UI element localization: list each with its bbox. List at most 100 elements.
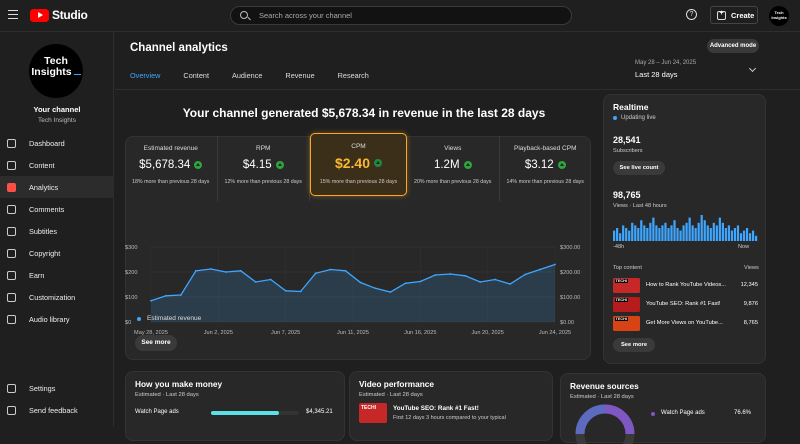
- sidebar-item-comments[interactable]: Comments: [0, 198, 114, 220]
- realtime-bar: [676, 228, 679, 241]
- live-dot: [613, 116, 617, 120]
- data-point: [464, 274, 467, 277]
- realtime-bar: [727, 225, 731, 241]
- date-range[interactable]: May 28 – Jun 24, 2025: [635, 60, 697, 66]
- metric-cpm[interactable]: CPM $2.40 15% more than previous 28 days: [310, 133, 407, 196]
- realtime-bar: [688, 217, 691, 241]
- series-line-estimated-revenue: [150, 263, 556, 302]
- date-range-label[interactable]: Last 28 days: [635, 70, 678, 79]
- series-area-estimated-revenue: [151, 264, 555, 322]
- realtime-title: Realtime: [613, 102, 649, 112]
- video-performance-card: Video performance Estimated · Last 28 da…: [349, 371, 553, 441]
- realtime-bar: [691, 225, 694, 241]
- video-title: Video performance: [359, 379, 435, 389]
- subscriber-label: Subscribers: [613, 148, 643, 154]
- audio-library-icon: [7, 314, 16, 324]
- metric-playback-based-cpm[interactable]: Playback-based CPM $3.12 14% more than pre…: [500, 136, 592, 201]
- y-tick-label-left: $200: [125, 270, 137, 276]
- tab-research[interactable]: Research: [337, 71, 369, 80]
- top-content-title: How to Rank YouTube Videos...: [646, 282, 726, 288]
- metric-value: $5,678.34: [139, 159, 191, 171]
- realtime-bar: [706, 225, 709, 241]
- how-you-make-money-card: How you make money Estimated · Last 28 d…: [125, 371, 345, 441]
- bar-chart-icon: [73, 69, 81, 75]
- tab-revenue[interactable]: Revenue: [285, 71, 315, 80]
- data-point: [524, 273, 526, 276]
- video-thumbnail[interactable]: TECHI: [359, 403, 387, 423]
- chevron-down-icon[interactable]: [748, 64, 757, 73]
- data-point: [314, 272, 317, 275]
- top-content-views: 12,345: [740, 282, 758, 288]
- realtime-bar: [655, 225, 658, 241]
- money-bar-track: [211, 411, 299, 415]
- sidebar-item-subtitles[interactable]: Subtitles: [0, 220, 114, 242]
- revenue-sources-donut: [575, 404, 635, 444]
- y-tick-label-left: $0: [125, 320, 131, 326]
- realtime-bar: [625, 228, 628, 241]
- search-input[interactable]: Search across your channel: [230, 6, 572, 25]
- sidebar-item-analytics[interactable]: Analytics: [0, 176, 114, 198]
- advanced-mode-button[interactable]: Advanced mode: [707, 39, 759, 53]
- data-point: [239, 269, 242, 272]
- sidebar-item-customization[interactable]: Customization: [0, 286, 114, 308]
- sidebar-item-send-feedback[interactable]: Send feedback: [0, 399, 114, 421]
- help-icon[interactable]: ?: [686, 9, 697, 20]
- metric-value-row: $2.40: [311, 155, 406, 171]
- dollar-icon: [7, 270, 16, 280]
- realtime-bar: [640, 220, 643, 241]
- sidebar-item-settings[interactable]: Settings: [0, 377, 114, 399]
- metric-views[interactable]: Views 1.2M 20% more than previous 28 days: [407, 136, 500, 201]
- realtime-bar: [673, 220, 676, 241]
- y-tick-label-right: $300.00: [560, 245, 580, 251]
- realtime-bar: [664, 222, 667, 241]
- tabs-divider: [115, 89, 800, 90]
- create-button[interactable]: Create: [710, 6, 758, 24]
- menu-icon[interactable]: [8, 10, 18, 20]
- sidebar-item-content[interactable]: Content: [0, 154, 114, 176]
- realtime-bar: [682, 225, 685, 241]
- metric-rpm[interactable]: RPM $4.15 12% more than previous 28 days: [218, 136, 310, 201]
- analytics-tabs: Overview Content Audience Revenue Research: [130, 71, 392, 90]
- see-live-count-button[interactable]: See live count: [613, 161, 665, 175]
- top-content-item[interactable]: TECHI YouTube SEO: Rank #1 Fast! 9,876: [613, 296, 758, 312]
- realtime-bar: [739, 233, 743, 241]
- sidebar-item-audio-library[interactable]: Audio library: [0, 308, 114, 330]
- channel-avatar[interactable]: Tech Insights: [29, 44, 83, 98]
- top-content-item[interactable]: TECHI Get More Views on YouTube... 8,765: [613, 315, 758, 331]
- realtime-bar: [631, 222, 634, 241]
- metric-estimated-revenue[interactable]: Estimated revenue $5,678.34 18% more than …: [125, 136, 218, 201]
- realtime-see-more-button[interactable]: See more: [613, 338, 655, 352]
- top-content-title: YouTube SEO: Rank #1 Fast!: [646, 301, 721, 307]
- metric-comparison: 15% more than previous 28 days: [319, 179, 398, 185]
- data-point: [254, 281, 257, 283]
- data-point: [224, 271, 227, 273]
- sidebar-item-label: Earn: [29, 270, 45, 280]
- sidebar-item-dashboard[interactable]: Dashboard: [0, 132, 114, 154]
- realtime-views-label: Views · Last 48 hours: [613, 203, 667, 209]
- sources-row-label: Watch Page ads: [661, 410, 705, 416]
- thumbnail-text: TECHI: [614, 316, 628, 321]
- video-item-title[interactable]: YouTube SEO: Rank #1 Fast!: [393, 405, 479, 412]
- tab-content[interactable]: Content: [183, 71, 209, 80]
- data-point: [389, 291, 392, 293]
- see-more-button[interactable]: See more: [135, 335, 177, 351]
- chart-legend: Estimated revenue: [137, 315, 201, 322]
- top-content-item[interactable]: TECHI How to Rank YouTube Videos... 12,345: [613, 277, 758, 293]
- realtime-bar: [661, 225, 664, 241]
- data-point: [344, 269, 347, 272]
- data-point: [404, 282, 407, 285]
- account-avatar[interactable]: Tech Insights: [769, 6, 789, 26]
- realtime-views-count: 98,765: [613, 190, 641, 200]
- realtime-status-text: Updating live: [621, 115, 656, 121]
- page-title: Channel analytics: [130, 42, 228, 54]
- sidebar-nav: Dashboard Content Analytics Comments Subtitl…: [0, 132, 114, 330]
- realtime-bar: [721, 222, 724, 241]
- metric-value-row: $5,678.34: [125, 159, 217, 171]
- studio-logo[interactable]: Studio: [30, 8, 88, 22]
- tab-overview[interactable]: Overview: [130, 71, 161, 90]
- sidebar-item-copyright[interactable]: Copyright: [0, 242, 114, 264]
- tab-audience[interactable]: Audience: [231, 71, 263, 80]
- trend-up-icon: [194, 161, 203, 169]
- sidebar-item-earn[interactable]: Earn: [0, 264, 114, 286]
- channel-avatar-line2: Insights: [31, 66, 72, 78]
